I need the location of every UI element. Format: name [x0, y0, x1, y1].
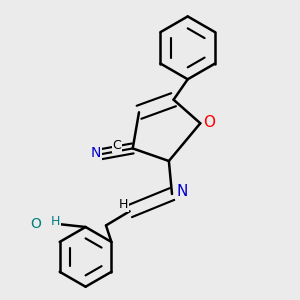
- Text: C: C: [112, 139, 122, 152]
- Text: H: H: [118, 198, 128, 211]
- Text: N: N: [90, 146, 101, 160]
- Text: O: O: [31, 217, 42, 231]
- Text: O: O: [203, 115, 215, 130]
- Text: H: H: [50, 215, 60, 229]
- Text: N: N: [176, 184, 188, 199]
